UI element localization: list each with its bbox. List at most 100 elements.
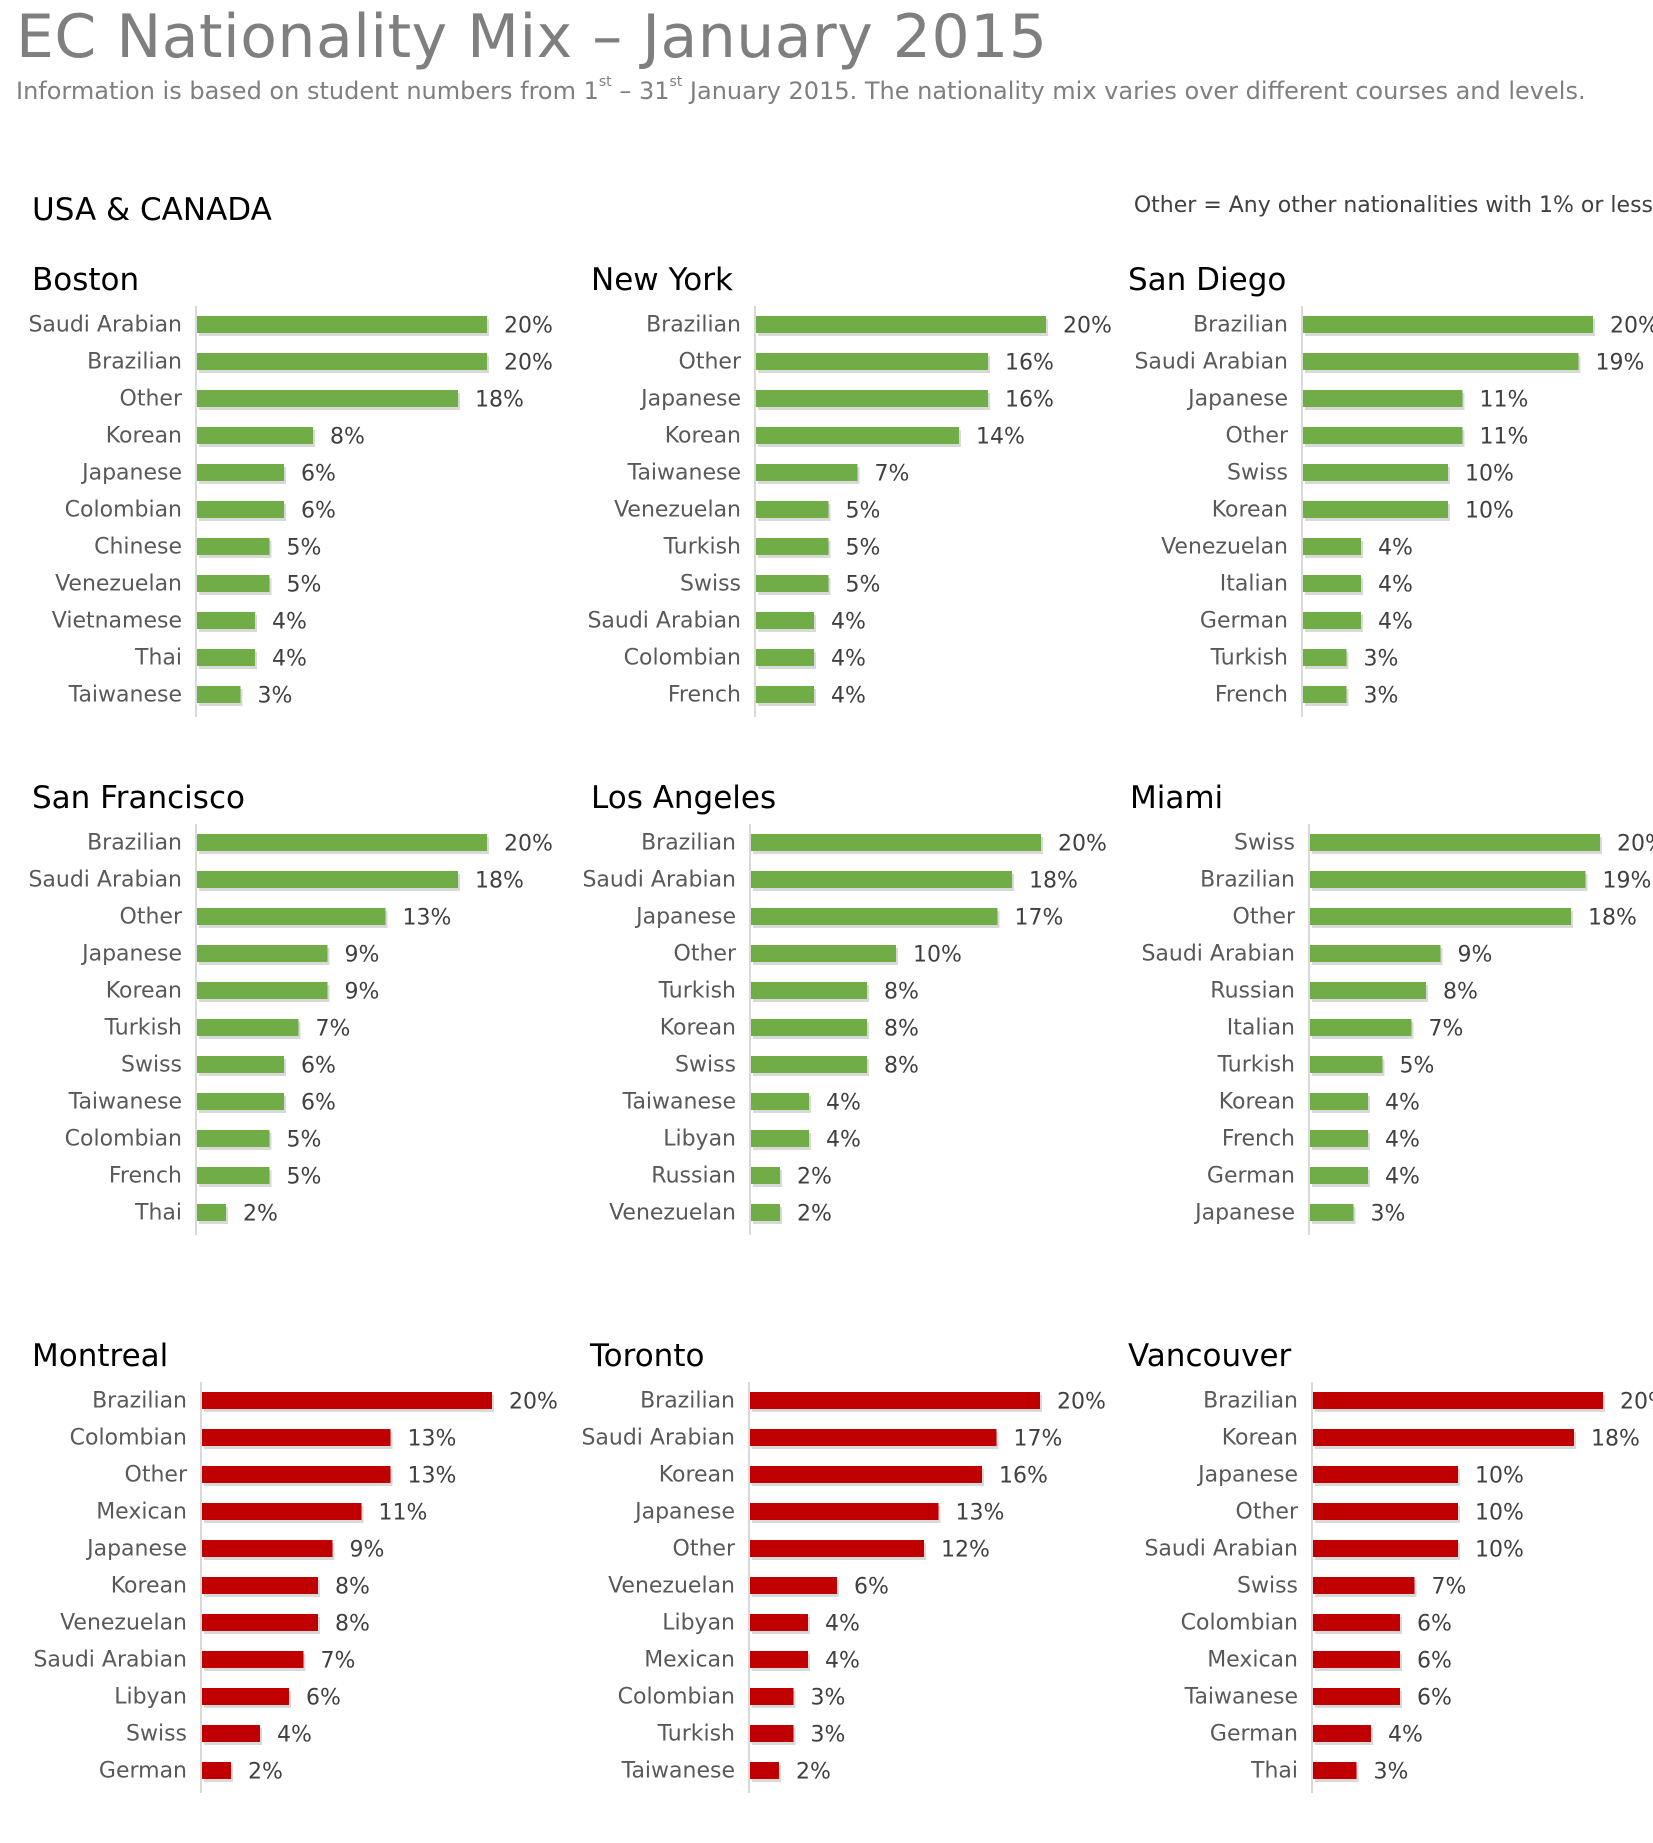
chart-title: Boston	[32, 262, 140, 298]
bar	[202, 1392, 492, 1409]
category-label: German	[1207, 1164, 1295, 1189]
bar	[197, 390, 458, 407]
data-label: 6%	[1417, 1612, 1452, 1637]
category-label: Libyan	[114, 1685, 187, 1710]
bar	[197, 612, 255, 629]
category-label: Brazilian	[1200, 868, 1295, 893]
data-label: 11%	[1480, 425, 1529, 450]
bar	[202, 1651, 304, 1668]
data-label: 20%	[504, 351, 553, 376]
data-label: 18%	[1029, 869, 1078, 894]
bar	[756, 575, 829, 592]
bar	[1303, 464, 1448, 481]
chart-title: Montreal	[32, 1338, 169, 1374]
category-label: Libyan	[663, 1127, 736, 1152]
category-label: Venezuelan	[614, 498, 741, 523]
chart-title: San Francisco	[32, 780, 245, 816]
bar-chart: Brazilian 20% Saudi Arabian 18% Other 13% Japa…	[28, 824, 553, 1235]
data-label: 3%	[1364, 647, 1399, 672]
bar	[197, 316, 487, 333]
category-label: Korean	[106, 979, 182, 1004]
data-label: 20%	[1058, 832, 1107, 857]
bar	[1303, 538, 1361, 555]
data-label: 18%	[475, 388, 524, 413]
bar	[751, 1130, 809, 1147]
category-label: Mexican	[96, 1500, 187, 1525]
data-label: 4%	[1388, 1723, 1423, 1748]
data-label: 7%	[316, 1017, 351, 1042]
category-label: German	[1200, 609, 1288, 634]
bar	[202, 1725, 260, 1742]
data-label: 6%	[301, 1091, 336, 1116]
bar	[197, 686, 241, 703]
category-label: Swiss	[675, 1053, 736, 1078]
data-label: 4%	[1378, 610, 1413, 635]
data-label: 4%	[1378, 573, 1413, 598]
bar	[756, 686, 814, 703]
data-label: 18%	[1591, 1427, 1640, 1452]
bar	[1310, 1019, 1412, 1036]
category-label: German	[99, 1759, 187, 1784]
category-label: Venezuelan	[60, 1611, 187, 1636]
data-label: 20%	[509, 1390, 558, 1415]
category-label: Other	[120, 905, 183, 930]
bar	[197, 427, 313, 444]
bar	[750, 1651, 808, 1668]
bar	[197, 649, 255, 666]
bar	[1313, 1651, 1400, 1668]
data-label: 20%	[504, 832, 553, 857]
bar	[197, 945, 328, 962]
subtitle-part-2: – 31	[611, 77, 670, 105]
category-label: Japanese	[1193, 1201, 1295, 1226]
category-label: Taiwanese	[68, 1090, 182, 1115]
bar	[1310, 1167, 1368, 1184]
data-label: 4%	[1385, 1165, 1420, 1190]
category-label: Mexican	[644, 1648, 735, 1673]
category-label: Japanese	[80, 942, 182, 967]
chart-title: Vancouver	[1128, 1338, 1292, 1374]
category-label: Russian	[1210, 979, 1295, 1004]
data-label: 18%	[1588, 906, 1637, 931]
data-label: 6%	[306, 1686, 341, 1711]
data-label: 3%	[1364, 684, 1399, 709]
data-label: 3%	[258, 684, 293, 709]
bar	[1310, 871, 1586, 888]
bar	[756, 538, 829, 555]
data-label: 7%	[1432, 1575, 1467, 1600]
bar	[202, 1503, 362, 1520]
bar	[197, 1019, 299, 1036]
data-label: 6%	[854, 1575, 889, 1600]
data-label: 7%	[1429, 1017, 1464, 1042]
bar	[750, 1688, 794, 1705]
page-title: EC Nationality Mix – January 2015	[16, 2, 1048, 72]
category-label: Venezuelan	[55, 572, 182, 597]
data-label: 6%	[301, 462, 336, 487]
data-label: 20%	[1057, 1390, 1106, 1415]
bar-chart: Brazilian 20% Korean 18% Japanese 10% Other 10%…	[1144, 1382, 1653, 1793]
data-label: 8%	[884, 1054, 919, 1079]
bar	[1313, 1392, 1603, 1409]
category-label: Saudi Arabian	[28, 313, 182, 338]
category-label: Brazilian	[1193, 313, 1288, 338]
bar	[202, 1762, 231, 1779]
data-label: 4%	[1385, 1091, 1420, 1116]
bar	[197, 464, 284, 481]
category-label: Saudi Arabian	[1141, 942, 1295, 967]
data-label: 13%	[956, 1501, 1005, 1526]
data-label: 3%	[811, 1723, 846, 1748]
data-label: 6%	[301, 1054, 336, 1079]
bar	[1303, 686, 1347, 703]
data-label: 17%	[1015, 906, 1064, 931]
category-label: Colombian	[65, 498, 182, 523]
category-label: Other	[1236, 1500, 1299, 1525]
data-label: 9%	[345, 943, 380, 968]
category-label: Brazilian	[87, 831, 182, 856]
region-heading: USA & CANADA	[32, 192, 272, 228]
data-label: 5%	[287, 536, 322, 561]
subtitle-part-1: Information is based on student numbers …	[16, 77, 599, 105]
data-label: 10%	[1475, 1538, 1524, 1563]
chart-title: San Diego	[1128, 262, 1287, 298]
data-label: 4%	[277, 1723, 312, 1748]
category-label: Chinese	[94, 535, 182, 560]
bar	[756, 316, 1046, 333]
